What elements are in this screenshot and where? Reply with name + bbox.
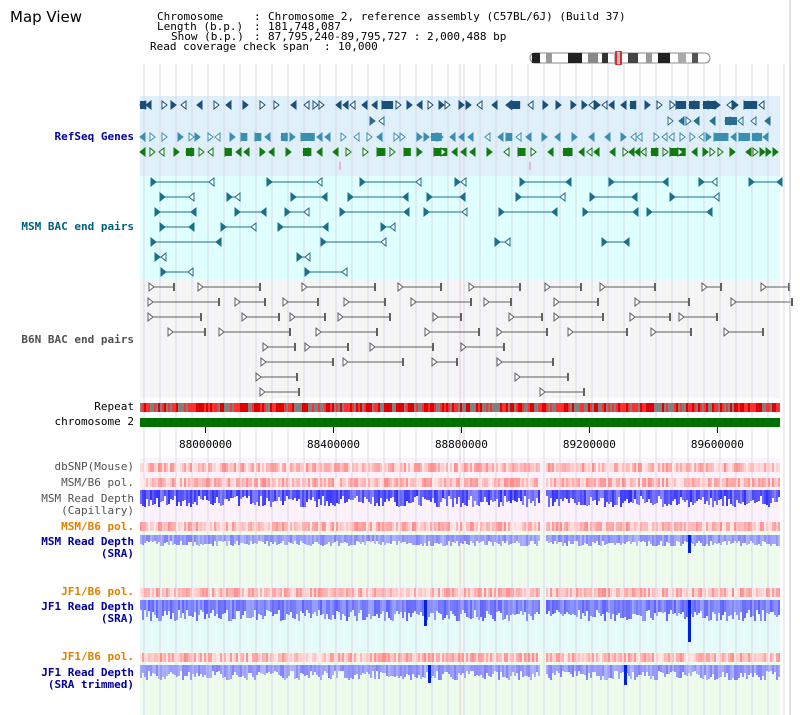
track-label-repeat: Repeat [94,400,134,413]
track-label-msm-b6-pol-2: MSM/B6 pol. [61,520,134,533]
msm-b6-pol-track-1 [140,478,780,487]
track-label-msm-depth-cap: MSM Read Depth [41,492,134,505]
track-label-chromosome: chromosome 2 [54,415,134,428]
track-label-msm-depth-sra: MSM Read Depth [41,535,134,548]
jf1-b6-pol-track-1 [140,588,780,597]
track-label-b6n-bac[interactable]: B6N BAC end pairs [21,333,134,346]
show-sep: : [254,30,261,43]
repeat-track [140,403,780,412]
span-value: 10,000 [338,40,378,53]
axis-tick-label: 88000000 [179,438,232,451]
msm-depth-sra-track [140,535,780,553]
chromosome-value: Chromosome 2, reference assembly (C57BL/… [268,10,626,23]
track-label-jf1-depth-trim: JF1 Read Depth [41,666,134,679]
track-label-jf1-depth-trim-sub: (SRA trimmed) [47,678,134,691]
span-sep: : [324,40,331,53]
msm-bac-end-pairs [150,176,783,278]
chromosome-sep: : [254,10,261,23]
track-label-jf1-b6-pol-2: JF1/B6 pol. [61,650,134,663]
show-value: 87,795,240-89,795,727 : 2,000,488 bp [268,30,507,43]
track-label-msm-depth-cap-sub: (Capillary) [61,504,134,517]
track-label-msm-depth-sra-sub: (SRA) [100,547,134,560]
jf1-b6-pol-track-2 [140,653,780,662]
track-label-msm-b6-pol-1: MSM/B6 pol. [61,476,134,489]
axis-tick-label: 89600000 [691,438,744,451]
track-label-dbsnp: dbSNP(Mouse) [54,460,134,473]
chromosome-ideogram-icon[interactable] [528,51,712,65]
msm-depth-capillary-track [140,490,780,507]
axis-tick-label: 89200000 [563,438,616,451]
chromosome-key: Chromosome [157,10,224,23]
jf1-depth-trim-track [140,665,780,685]
axis-tick-label: 88400000 [307,438,360,451]
show-key: Show (b.p.) [171,30,244,43]
span-key: Read coverage check span [150,40,309,53]
refseq-genes [139,99,779,170]
dbsnp-track [140,463,780,472]
track-label-jf1-b6-pol-1: JF1/B6 pol. [61,585,134,598]
length-sep: : [254,20,261,33]
axis-tick-label: 88800000 [435,438,488,451]
track-label-jf1-depth-sra-sub: (SRA) [100,612,134,625]
msm-b6-pol-track-2 [140,522,780,531]
track-label-jf1-depth-sra: JF1 Read Depth [41,600,134,613]
jf1-depth-sra-track [140,600,780,642]
axis: 88000000 88400000 88800000 89200000 89600000 [179,427,744,451]
b6n-bac-end-pairs [147,281,793,398]
track-label-refseq[interactable]: RefSeq Genes [54,130,134,143]
track-label-msm-bac[interactable]: MSM BAC end pairs [21,220,134,233]
chromosome-bar [140,418,780,427]
length-value: 181,748,087 [268,20,341,33]
length-key: Length (b.p.) [157,20,244,33]
page-title: Map View [10,8,83,26]
